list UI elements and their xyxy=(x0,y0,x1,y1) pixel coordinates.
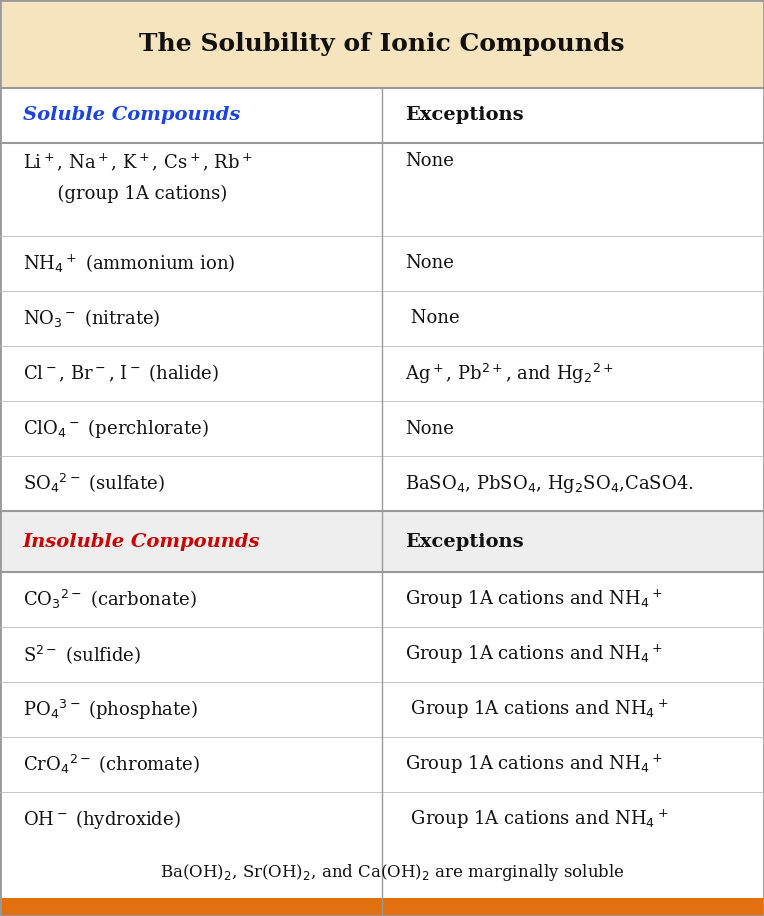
Text: Group 1A cations and NH$_4$$^+$: Group 1A cations and NH$_4$$^+$ xyxy=(405,753,662,776)
FancyBboxPatch shape xyxy=(0,847,764,899)
Text: Soluble Compounds: Soluble Compounds xyxy=(23,106,241,125)
Text: None: None xyxy=(405,420,454,438)
Text: Ba(OH)$_2$, Sr(OH)$_2$, and Ca(OH)$_2$ are marginally soluble: Ba(OH)$_2$, Sr(OH)$_2$, and Ca(OH)$_2$ a… xyxy=(139,862,625,883)
Text: Li$^+$, Na$^+$, K$^+$, Cs$^+$, Rb$^+$: Li$^+$, Na$^+$, K$^+$, Cs$^+$, Rb$^+$ xyxy=(23,152,253,173)
FancyBboxPatch shape xyxy=(0,899,764,916)
Text: OH$^-$ (hydroxide): OH$^-$ (hydroxide) xyxy=(23,808,181,831)
FancyBboxPatch shape xyxy=(0,456,764,511)
Text: Group 1A cations and NH$_4$$^+$: Group 1A cations and NH$_4$$^+$ xyxy=(405,643,662,666)
Text: ClO$_4$$^-$ (perchlorate): ClO$_4$$^-$ (perchlorate) xyxy=(23,417,209,440)
Text: Group 1A cations and NH$_4$$^+$: Group 1A cations and NH$_4$$^+$ xyxy=(405,698,668,721)
FancyBboxPatch shape xyxy=(0,291,764,346)
Text: (group 1A cations): (group 1A cations) xyxy=(46,185,227,203)
FancyBboxPatch shape xyxy=(0,682,764,737)
FancyBboxPatch shape xyxy=(0,737,764,792)
Text: CO$_3$$^{2-}$ (carbonate): CO$_3$$^{2-}$ (carbonate) xyxy=(23,588,196,611)
Text: PO$_4$$^{3-}$ (phosphate): PO$_4$$^{3-}$ (phosphate) xyxy=(23,698,198,722)
Text: Exceptions: Exceptions xyxy=(405,532,523,551)
FancyBboxPatch shape xyxy=(0,401,764,456)
FancyBboxPatch shape xyxy=(0,572,764,627)
Text: S$^{2-}$ (sulfide): S$^{2-}$ (sulfide) xyxy=(23,643,141,666)
FancyBboxPatch shape xyxy=(0,0,764,89)
Text: Ag$^+$, Pb$^{2+}$, and Hg$_2$$^{2+}$: Ag$^+$, Pb$^{2+}$, and Hg$_2$$^{2+}$ xyxy=(405,362,613,386)
FancyBboxPatch shape xyxy=(0,236,764,291)
FancyBboxPatch shape xyxy=(0,511,764,572)
Text: Exceptions: Exceptions xyxy=(405,106,523,125)
Text: NO$_3$$^-$ (nitrate): NO$_3$$^-$ (nitrate) xyxy=(23,308,160,330)
Text: Insoluble Compounds: Insoluble Compounds xyxy=(23,532,261,551)
Text: BaSO$_4$, PbSO$_4$, Hg$_2$SO$_4$,CaSO4.: BaSO$_4$, PbSO$_4$, Hg$_2$SO$_4$,CaSO4. xyxy=(405,473,694,495)
Text: Group 1A cations and NH$_4$$^+$: Group 1A cations and NH$_4$$^+$ xyxy=(405,808,668,832)
Text: CrO$_4$$^{2-}$ (chromate): CrO$_4$$^{2-}$ (chromate) xyxy=(23,753,200,776)
Text: The Solubility of Ionic Compounds: The Solubility of Ionic Compounds xyxy=(139,32,625,56)
Text: Group 1A cations and NH$_4$$^+$: Group 1A cations and NH$_4$$^+$ xyxy=(405,588,662,611)
FancyBboxPatch shape xyxy=(0,346,764,401)
FancyBboxPatch shape xyxy=(0,143,764,236)
Text: NH$_4$$^+$ (ammonium ion): NH$_4$$^+$ (ammonium ion) xyxy=(23,253,235,275)
Text: Cl$^-$, Br$^-$, I$^-$ (halide): Cl$^-$, Br$^-$, I$^-$ (halide) xyxy=(23,363,219,385)
Text: None: None xyxy=(405,255,454,272)
Text: None: None xyxy=(405,310,459,327)
Text: None: None xyxy=(405,152,454,169)
FancyBboxPatch shape xyxy=(0,792,764,847)
FancyBboxPatch shape xyxy=(0,89,764,143)
FancyBboxPatch shape xyxy=(0,627,764,682)
Text: SO$_4$$^{2-}$ (sulfate): SO$_4$$^{2-}$ (sulfate) xyxy=(23,472,165,496)
